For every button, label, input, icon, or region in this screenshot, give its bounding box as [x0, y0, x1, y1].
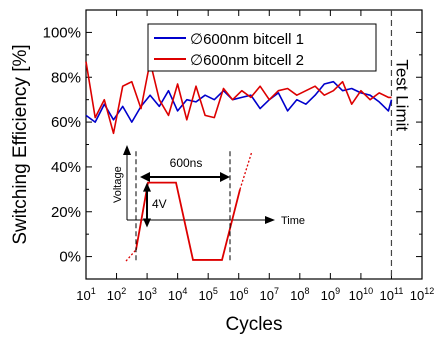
y-tick-label: 40% [51, 159, 81, 176]
test-limit-label: Test Limit [392, 59, 411, 131]
x-tick-label: 102 [107, 286, 126, 303]
x-tick-label: 107 [260, 286, 279, 303]
inset-voltage-arrowhead [123, 145, 131, 155]
inset: Voltage Time 600ns 4V [112, 145, 305, 264]
x-tick-label: 109 [321, 286, 340, 303]
inset-height-arrowhead-top [143, 182, 151, 192]
x-tick-label: 105 [198, 286, 217, 303]
y-tick-label: 100% [43, 24, 81, 41]
inset-pulse-extension-right [239, 151, 253, 190]
x-tick-label: 1011 [380, 286, 404, 303]
y-tick-label: 0% [59, 249, 81, 266]
x-tick-label: 101 [76, 286, 95, 303]
inset-width-label: 600ns [170, 156, 203, 170]
legend: ∅600nm bitcell 1 ∅600nm bitcell 2 [147, 23, 377, 72]
inset-pulse-extension-left [125, 249, 137, 262]
x-axis-label: Cycles [225, 314, 282, 335]
x-tick-label: 1010 [349, 286, 373, 303]
inset-time-arrowhead [265, 216, 275, 224]
x-tick-label: 106 [229, 286, 248, 303]
legend-entry: ∅600nm bitcell 1 [190, 31, 304, 48]
inset-y-label: Voltage [112, 166, 124, 203]
y-tick-label: 80% [51, 69, 81, 86]
inset-width-arrowhead-left [140, 172, 150, 183]
x-tick-label: 104 [168, 286, 187, 303]
legend-box [147, 23, 377, 72]
inset-x-label: Time [281, 215, 305, 227]
series-line-2 [85, 60, 392, 135]
legend-entry: ∅600nm bitcell 2 [190, 52, 304, 69]
inset-pulse [135, 181, 241, 261]
inset-width-arrowhead-right [220, 172, 230, 183]
y-tick-label: 20% [51, 204, 81, 221]
x-tick-label: 1012 [410, 286, 434, 303]
inset-height-label: 4V [152, 197, 167, 211]
x-tick-label: 108 [290, 286, 309, 303]
plot-layer: 0% 20% 40% 60% 80% 100% 101 102 103 104 105 106 107 1… [43, 9, 434, 303]
y-axis-label: Switching Efficiency [%] [10, 44, 31, 244]
inset-height-arrowhead-bottom [143, 218, 151, 228]
x-tick-label: 103 [137, 286, 156, 303]
y-tick-label: 60% [51, 114, 81, 131]
